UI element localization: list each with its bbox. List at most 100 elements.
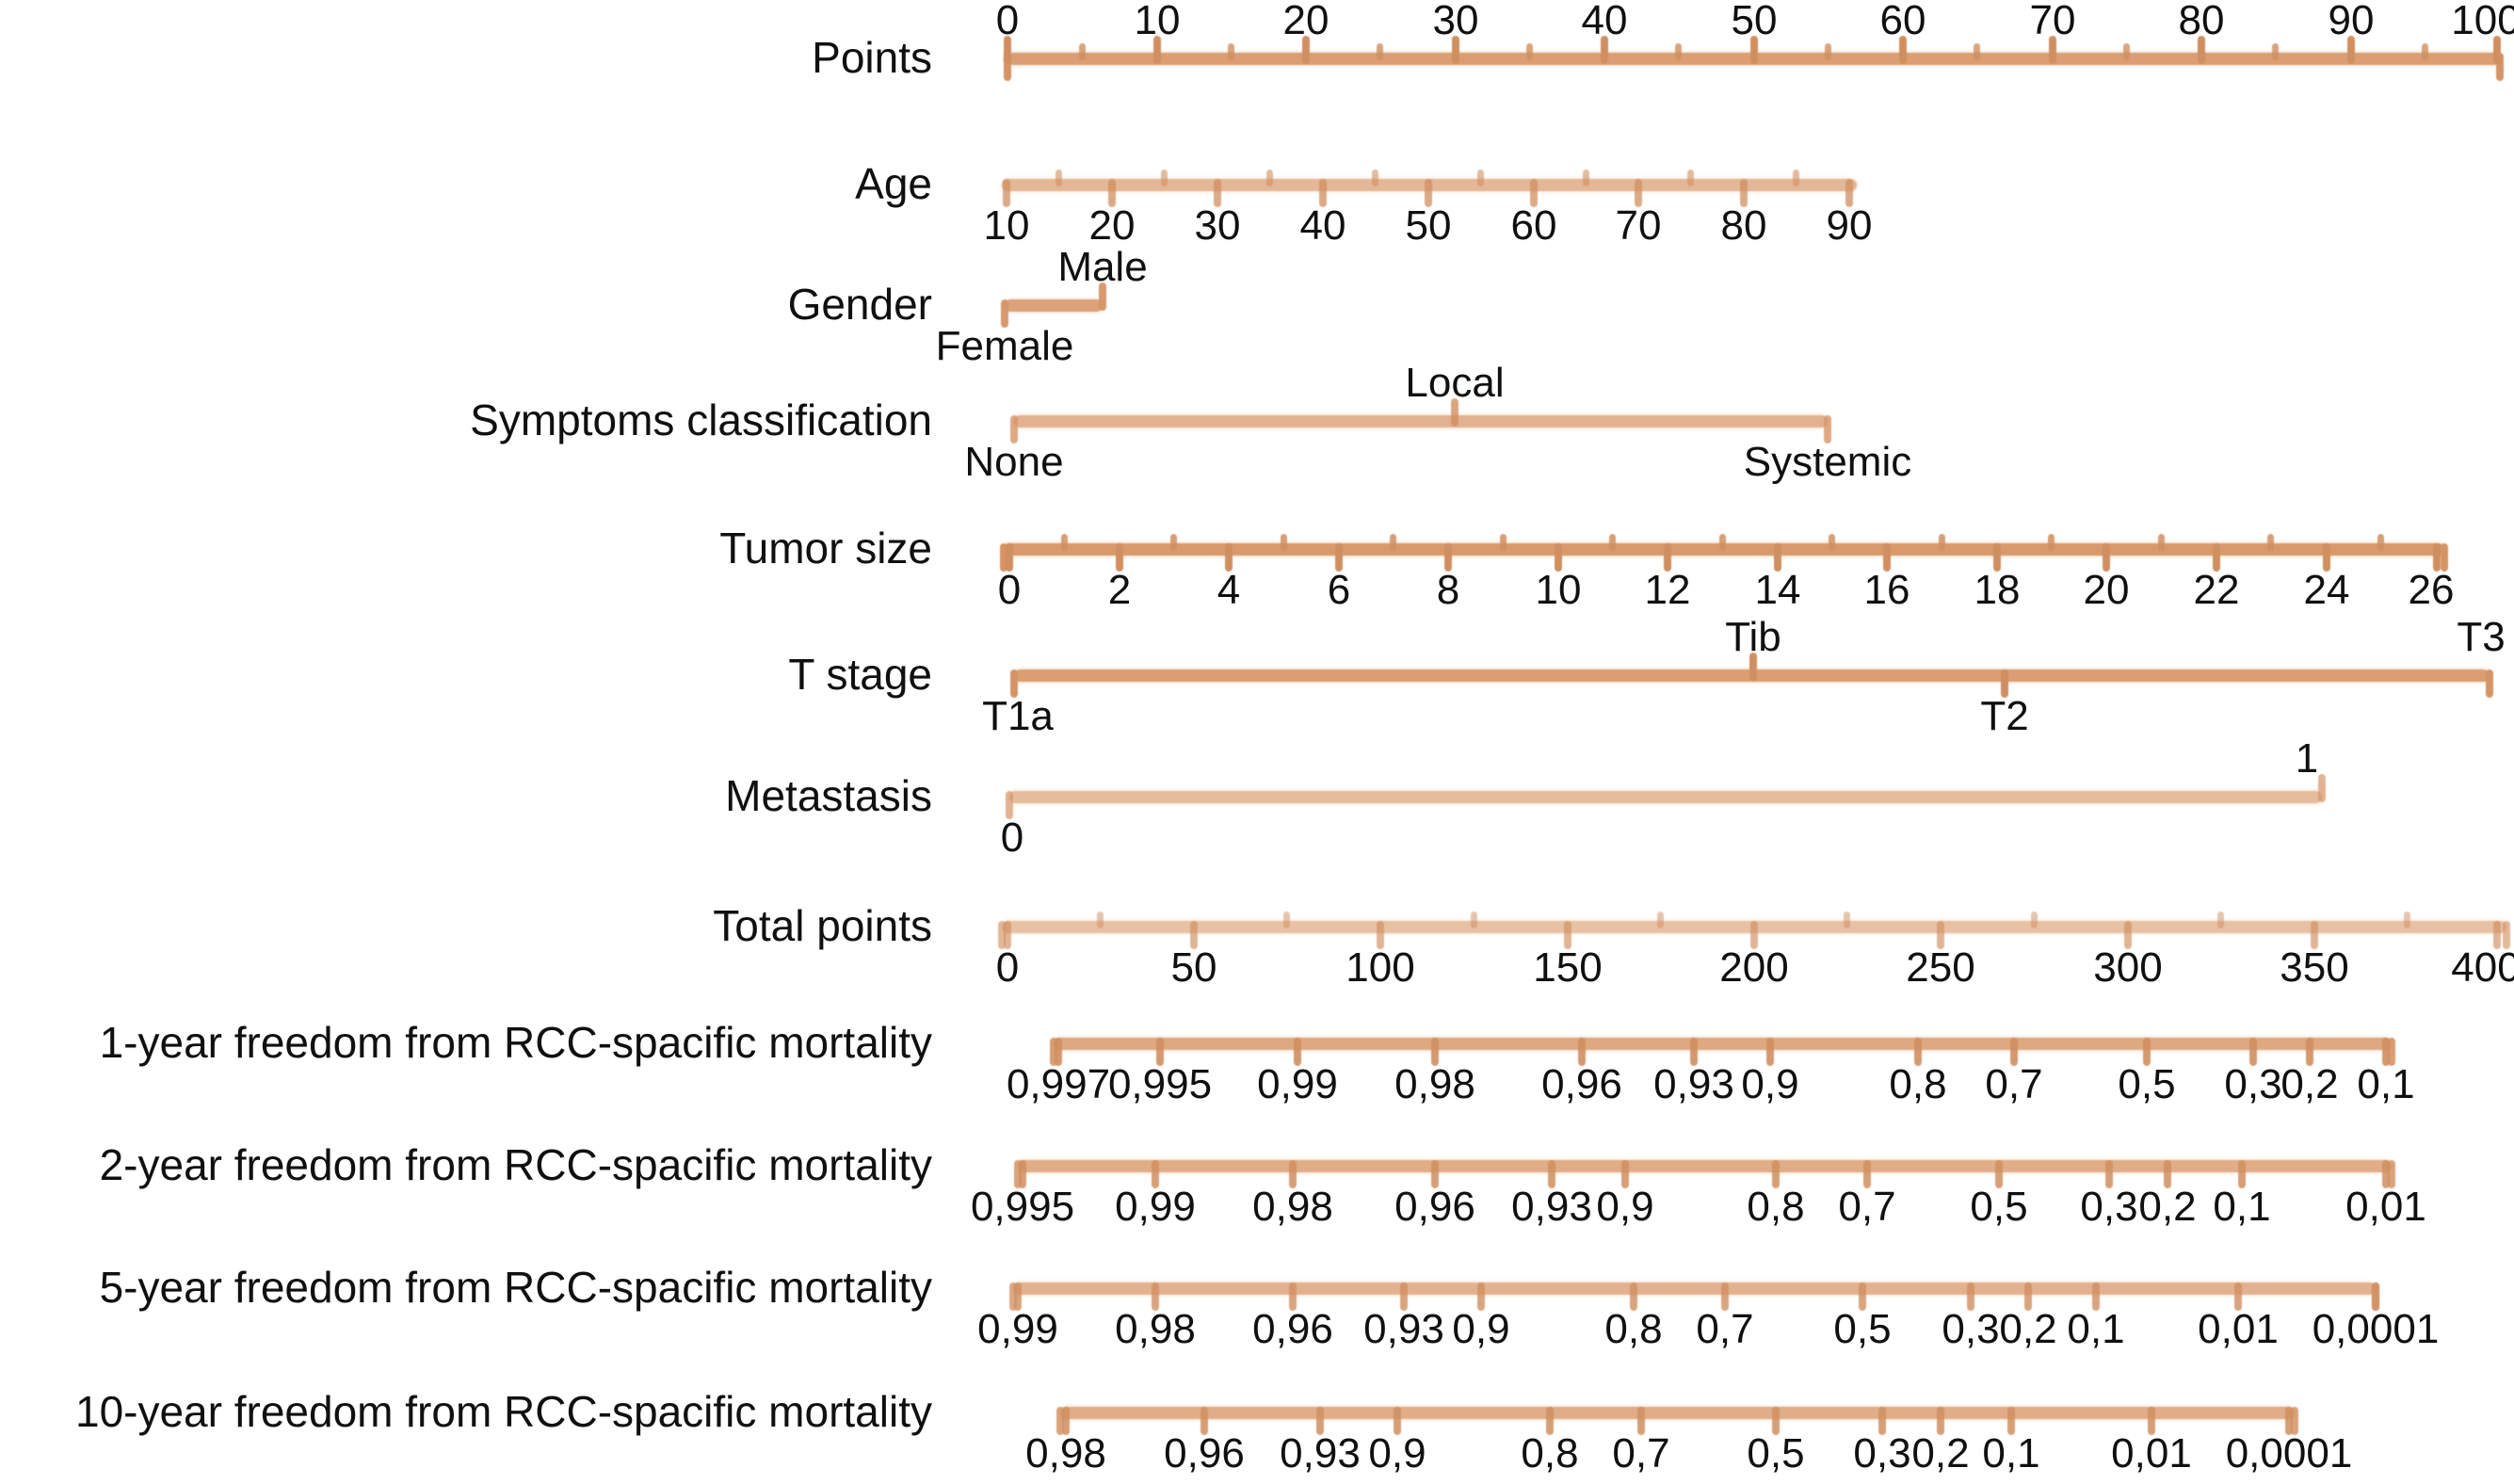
tick-label: 0,0001 bbox=[2225, 1430, 2353, 1476]
tick-label: T3 bbox=[2457, 614, 2506, 660]
tick-mark bbox=[2306, 1038, 2313, 1066]
minor-tick-mark bbox=[1719, 534, 1726, 551]
tick-label: 26 bbox=[2408, 567, 2455, 613]
tick-mark bbox=[1635, 179, 1642, 207]
tick-label: 0,3 bbox=[1853, 1430, 1911, 1476]
tick-label: 0,5 bbox=[1970, 1184, 2028, 1230]
tick-label: 10 bbox=[1535, 567, 1582, 613]
tick-label: 0,8 bbox=[1889, 1061, 1947, 1107]
tick-mark bbox=[2001, 669, 2008, 698]
tick-mark bbox=[2234, 1282, 2242, 1311]
tick-mark bbox=[1319, 179, 1327, 207]
tick-label: 0,8 bbox=[1604, 1306, 1663, 1352]
tick-label: None bbox=[964, 439, 1064, 485]
tick-label: 0,1 bbox=[1982, 1430, 2040, 1476]
tick-label: 8 bbox=[1436, 567, 1460, 613]
minor-tick-mark bbox=[1372, 169, 1378, 186]
tick-label: 80 bbox=[2178, 0, 2225, 43]
tick-mark bbox=[2249, 1038, 2257, 1066]
tick-label: 40 bbox=[1299, 202, 1346, 249]
minor-tick-mark bbox=[2404, 911, 2410, 928]
minor-tick-mark bbox=[1825, 43, 1831, 60]
tick-mark bbox=[1750, 921, 1758, 949]
axis-end-cap bbox=[2496, 53, 2504, 81]
axis-bar bbox=[1018, 1160, 2392, 1172]
tick-mark bbox=[1425, 179, 1432, 207]
tick-label: 0,93 bbox=[1280, 1430, 1361, 1476]
tick-mark bbox=[1004, 36, 1011, 64]
tick-label: 0,9 bbox=[1741, 1061, 1799, 1107]
tick-mark bbox=[1546, 1407, 1554, 1435]
axis-end-cap bbox=[1824, 415, 1831, 444]
tick-label: 0,2 bbox=[1911, 1430, 1970, 1476]
axis-end-cap bbox=[1010, 415, 1018, 444]
tick-mark bbox=[1431, 1038, 1439, 1066]
minor-tick-mark bbox=[1266, 169, 1273, 186]
tick-label: 0,99 bbox=[1257, 1061, 1338, 1107]
minor-tick-mark bbox=[1687, 169, 1694, 186]
minor-tick-mark bbox=[1844, 911, 1850, 928]
tick-label: 0,2 bbox=[2138, 1184, 2197, 1230]
tick-label: 10 bbox=[1134, 0, 1181, 43]
tick-mark bbox=[1766, 1038, 1774, 1066]
tick-mark bbox=[2198, 36, 2205, 64]
tick-label: 0,96 bbox=[1164, 1430, 1245, 1476]
tick-mark bbox=[1477, 1282, 1485, 1311]
axis-end-cap bbox=[2503, 921, 2510, 949]
tick-label: 90 bbox=[1826, 202, 1873, 249]
tick-mark bbox=[2372, 1282, 2379, 1311]
tick-mark bbox=[1316, 1407, 1324, 1435]
axis-bar bbox=[1060, 1407, 2295, 1419]
tick-mark bbox=[1883, 543, 1891, 572]
tick-mark bbox=[1019, 1160, 1026, 1188]
minor-tick-mark bbox=[1228, 43, 1234, 60]
tick-mark bbox=[1108, 179, 1116, 207]
tick-mark bbox=[1740, 179, 1748, 207]
minor-tick-mark bbox=[1526, 43, 1533, 60]
tick-label: Female bbox=[935, 323, 1074, 369]
axis-bar bbox=[1054, 1038, 2392, 1050]
tick-label: 60 bbox=[1879, 0, 1926, 43]
tick-label: 0,8 bbox=[1747, 1184, 1805, 1230]
tick-label: 0,98 bbox=[1025, 1430, 1106, 1476]
tick-label: 20 bbox=[2083, 567, 2130, 613]
tick-mark bbox=[2105, 1160, 2113, 1188]
tick-label: Male bbox=[1057, 244, 1148, 290]
tick-label: 70 bbox=[2029, 0, 2076, 43]
minor-tick-mark bbox=[1829, 534, 1835, 551]
tick-mark bbox=[1003, 179, 1010, 207]
tick-label: 0 bbox=[995, 0, 1020, 43]
tick-label: 20 bbox=[1088, 202, 1136, 249]
tick-mark bbox=[1914, 1038, 1922, 1066]
tick-label: 0,01 bbox=[2345, 1184, 2426, 1230]
tick-label: 0,1 bbox=[2357, 1061, 2415, 1107]
tick-label: 0,3 bbox=[2080, 1184, 2138, 1230]
tick-label: 0,98 bbox=[1115, 1306, 1196, 1352]
tick-label: 0,99 bbox=[977, 1306, 1058, 1352]
minor-tick-mark bbox=[2272, 43, 2279, 60]
tick-label: 0,3 bbox=[2224, 1061, 2282, 1107]
tick-mark bbox=[1152, 1282, 1159, 1311]
tick-mark bbox=[2311, 921, 2318, 949]
tick-mark bbox=[1302, 36, 1310, 64]
minor-tick-mark bbox=[1793, 169, 1799, 186]
tick-label: 0 bbox=[1000, 815, 1024, 861]
tick-label: 4 bbox=[1217, 567, 1241, 613]
tick-label: 100 bbox=[2451, 0, 2514, 43]
minor-tick-mark bbox=[1583, 169, 1589, 186]
tick-label: 250 bbox=[1906, 944, 1975, 991]
axis-title: Gender bbox=[787, 280, 932, 330]
tick-label: 0 bbox=[997, 567, 1022, 613]
tick-mark bbox=[2213, 543, 2220, 572]
tick-mark bbox=[1750, 36, 1758, 64]
axis-bar bbox=[1014, 415, 1828, 427]
minor-tick-mark bbox=[1056, 169, 1062, 186]
tick-label: Systemic bbox=[1743, 439, 1912, 485]
minor-tick-mark bbox=[1974, 43, 1980, 60]
tick-mark bbox=[2382, 1160, 2390, 1188]
minor-tick-mark bbox=[1609, 534, 1616, 551]
tick-label: 350 bbox=[2280, 944, 2349, 991]
minor-tick-mark bbox=[2123, 43, 2130, 60]
tick-mark bbox=[1899, 36, 1907, 64]
